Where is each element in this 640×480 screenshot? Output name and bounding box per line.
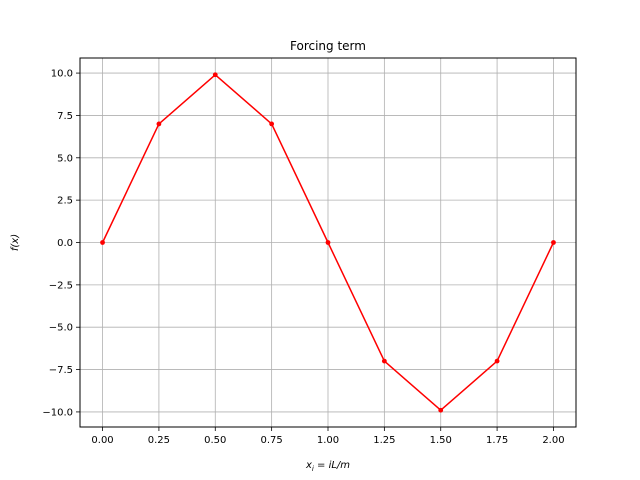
y-axis-label: f(x) — [10, 234, 21, 251]
y-tick-label: −10.0 — [42, 407, 73, 418]
data-point — [381, 358, 387, 364]
data-point — [100, 240, 105, 245]
x-tick-label: 1.00 — [317, 435, 339, 446]
x-tick-label: 2.00 — [542, 435, 564, 446]
series-layer — [100, 72, 556, 413]
data-point — [438, 407, 444, 413]
data-point — [494, 358, 500, 364]
y-tick-label: −5.0 — [49, 323, 73, 334]
axis-ticks: 0.00 0.25 0.50 0.75 1.00 1.25 1.50 1.75 2.00 10.0… — [42, 69, 564, 446]
data-point — [325, 240, 331, 245]
x-tick-label: 1.75 — [486, 435, 508, 446]
x-tick-label: 1.25 — [373, 435, 395, 446]
x-tick-label: 0.50 — [204, 435, 226, 446]
y-tick-label: 5.0 — [57, 153, 73, 164]
y-tick-label: −7.5 — [49, 365, 73, 376]
x-axis-label: xi = iL/m — [305, 460, 350, 473]
y-tick-label: −2.5 — [49, 280, 73, 291]
y-tick-label: 0.0 — [57, 238, 73, 249]
data-point — [212, 72, 218, 78]
data-point — [269, 121, 275, 127]
x-tick-label: 0.25 — [148, 435, 170, 446]
x-tick-label: 0.00 — [91, 435, 113, 446]
chart-title: Forcing term — [290, 39, 366, 53]
data-point — [156, 121, 162, 127]
y-tick-label: 2.5 — [57, 196, 73, 207]
y-tick-label: 7.5 — [57, 111, 73, 122]
data-point — [551, 240, 556, 245]
x-tick-label: 0.75 — [261, 435, 283, 446]
y-tick-label: 10.0 — [51, 69, 73, 80]
x-tick-label: 1.50 — [430, 435, 452, 446]
